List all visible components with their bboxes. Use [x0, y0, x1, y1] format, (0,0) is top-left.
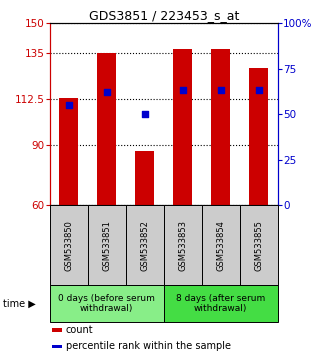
Bar: [164, 285, 278, 322]
Text: GSM533854: GSM533854: [216, 220, 225, 270]
Bar: [97, 53, 116, 205]
Text: 0 days (before serum
withdrawal): 0 days (before serum withdrawal): [58, 294, 155, 313]
Bar: [126, 205, 164, 285]
Bar: [135, 151, 154, 205]
Text: GSM533853: GSM533853: [178, 219, 187, 271]
Text: GSM533855: GSM533855: [254, 220, 263, 270]
Bar: [211, 49, 230, 205]
Bar: [59, 98, 78, 205]
Bar: [52, 345, 62, 348]
Point: [256, 88, 261, 93]
Bar: [240, 205, 278, 285]
Text: GSM533851: GSM533851: [102, 220, 111, 270]
Text: GSM533850: GSM533850: [64, 220, 73, 270]
Title: GDS3851 / 223453_s_at: GDS3851 / 223453_s_at: [89, 9, 239, 22]
Text: time ▶: time ▶: [3, 298, 36, 309]
Bar: [50, 285, 164, 322]
Bar: [88, 205, 126, 285]
Bar: [50, 205, 88, 285]
Bar: [202, 205, 240, 285]
Text: 8 days (after serum
withdrawal): 8 days (after serum withdrawal): [176, 294, 265, 313]
Point: [104, 90, 109, 95]
Text: percentile rank within the sample: percentile rank within the sample: [66, 342, 231, 352]
Bar: [173, 49, 192, 205]
Point: [66, 102, 71, 108]
Text: count: count: [66, 325, 93, 335]
Bar: [164, 205, 202, 285]
Bar: [249, 68, 268, 205]
Bar: [52, 329, 62, 332]
Text: GSM533852: GSM533852: [140, 220, 149, 270]
Point: [218, 88, 223, 93]
Point: [142, 111, 147, 117]
Point: [180, 88, 185, 93]
